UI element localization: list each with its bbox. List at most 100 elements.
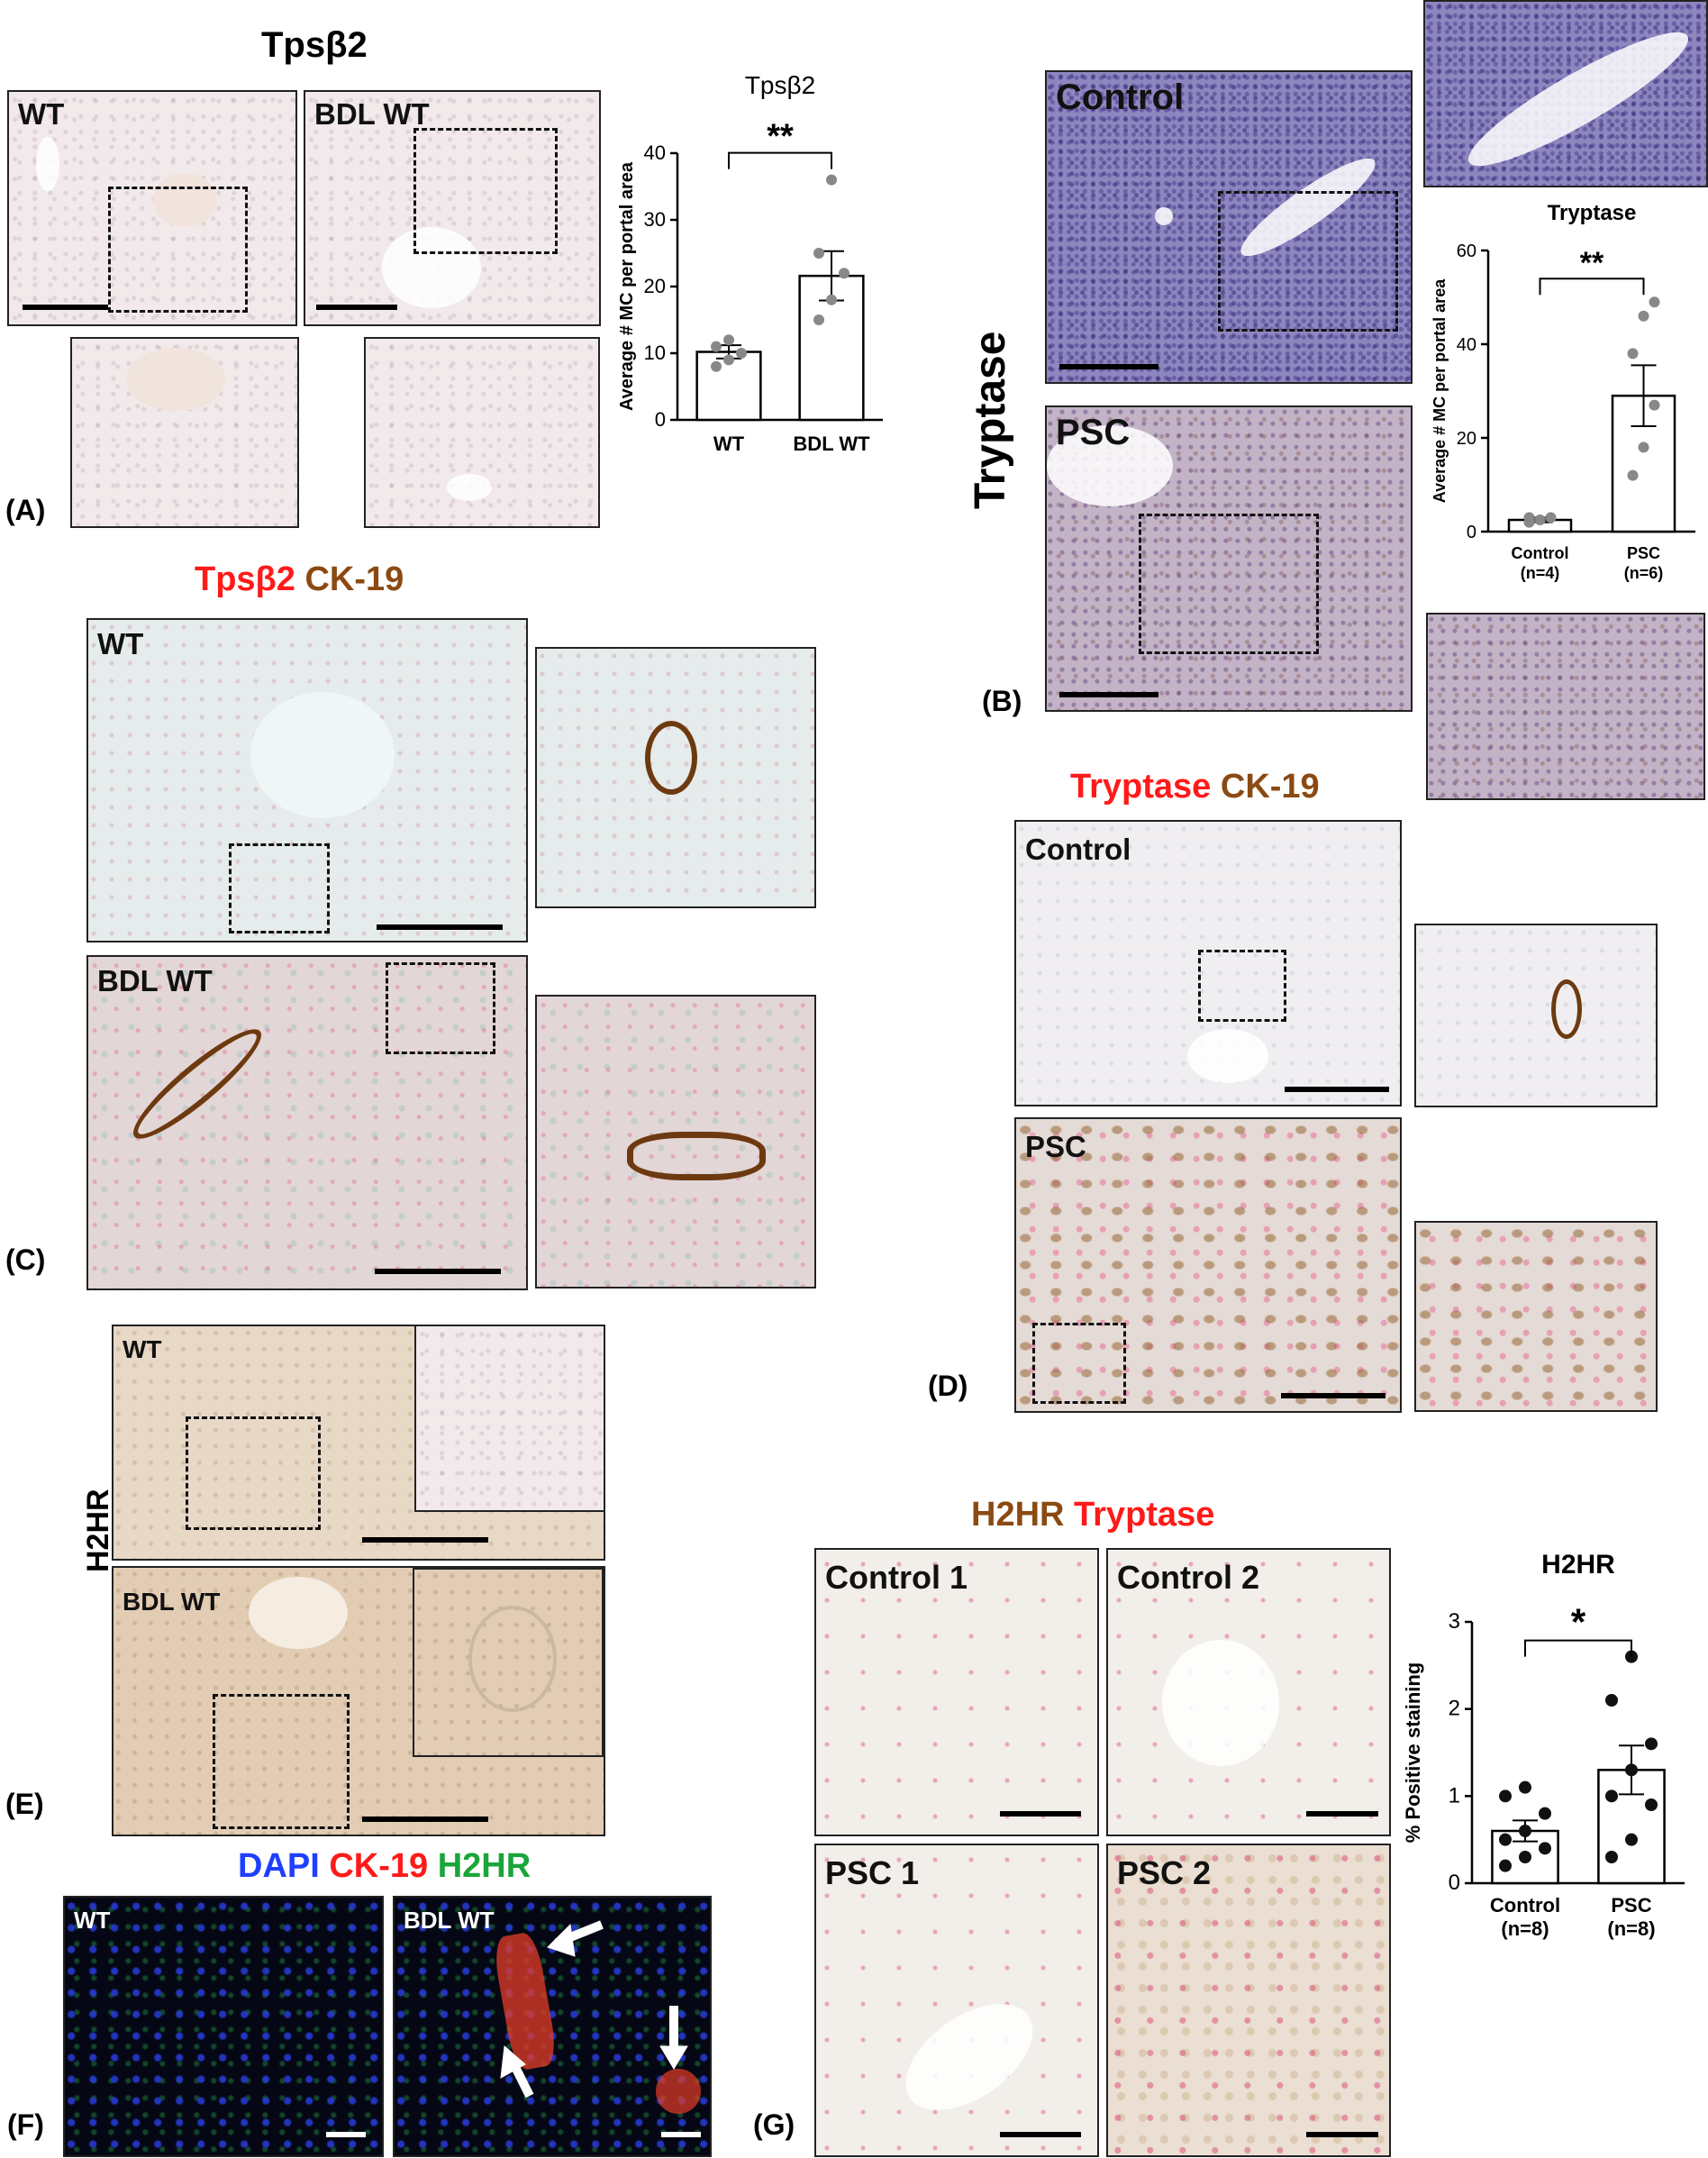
data-point bbox=[1627, 348, 1639, 360]
chart-title: H2HR bbox=[1541, 1550, 1615, 1580]
panel-f-wt-label: WT bbox=[74, 1907, 111, 1934]
panel-f-title-dapi: DAPI bbox=[238, 1847, 320, 1885]
panel-f-bdl-image: BDL WT bbox=[393, 1896, 712, 2157]
panel-e-bdl-inset bbox=[413, 1568, 604, 1757]
x-tick-sublabel: (n=4) bbox=[1521, 564, 1560, 582]
data-point bbox=[1625, 1763, 1638, 1777]
panel-c-title-brown: CK-19 bbox=[304, 560, 404, 598]
data-point bbox=[1649, 296, 1660, 308]
panel-a-label: (A) bbox=[5, 494, 46, 526]
x-tick-sublabel: (n=8) bbox=[1607, 1917, 1655, 1940]
chart-title: Tryptase bbox=[1548, 201, 1637, 225]
panel-e-label: (E) bbox=[5, 1788, 44, 1820]
panel-d-title-red: Tryptase bbox=[1070, 768, 1212, 806]
data-point bbox=[723, 334, 734, 346]
data-point bbox=[1523, 512, 1535, 524]
data-point bbox=[813, 248, 824, 259]
panel-e-bdl-label: BDL WT bbox=[123, 1588, 221, 1616]
significance-bracket bbox=[1539, 278, 1645, 296]
y-tick-label: 0 bbox=[1467, 523, 1476, 542]
panel-d-psc-label: PSC bbox=[1025, 1130, 1086, 1163]
panel-c-bdl-label: BDL WT bbox=[97, 964, 213, 997]
data-point bbox=[1534, 514, 1546, 525]
panel-c-wt-image: WT bbox=[86, 618, 528, 942]
panel-f-title-ck: CK-19 bbox=[329, 1847, 429, 1885]
panel-b-chart: Tryptase 0 20 40 60 Average # MC per portal a… bbox=[1431, 201, 1695, 582]
y-tick-label: 40 bbox=[1457, 335, 1476, 355]
panel-a-wt-image: WT bbox=[7, 90, 297, 326]
panel-f-label: (F) bbox=[7, 2108, 44, 2141]
panel-d-psc-inset bbox=[1414, 1221, 1658, 1412]
panel-e-wt-inset bbox=[414, 1325, 605, 1512]
data-point bbox=[1519, 1825, 1531, 1837]
panel-a-title: Tpsβ2 bbox=[261, 25, 368, 65]
data-point bbox=[1545, 512, 1557, 524]
data-point bbox=[1519, 1851, 1531, 1863]
data-point bbox=[1499, 1859, 1512, 1872]
y-axis-label: Average # MC per portal area bbox=[617, 161, 637, 411]
data-point bbox=[1645, 1737, 1658, 1751]
data-point bbox=[1625, 1833, 1638, 1846]
data-point bbox=[826, 294, 837, 305]
panel-g-control1-label: Control 1 bbox=[825, 1559, 968, 1596]
panel-g-control2-image: Control 2 bbox=[1106, 1548, 1391, 1836]
data-point bbox=[723, 354, 734, 366]
y-tick-label: 0 bbox=[655, 408, 666, 431]
y-tick-label: 10 bbox=[644, 341, 666, 364]
panel-d-label: (D) bbox=[928, 1370, 968, 1402]
data-point bbox=[839, 268, 849, 279]
panel-a-bdl-image: BDL WT bbox=[304, 90, 601, 326]
panel-g-psc2-image: PSC 2 bbox=[1106, 1844, 1391, 2157]
panel-d-control-label: Control bbox=[1025, 833, 1131, 866]
panel-g-psc1-label: PSC 1 bbox=[825, 1854, 920, 1891]
panel-f-title-h2hr: H2HR bbox=[437, 1847, 531, 1885]
data-point bbox=[1627, 469, 1639, 481]
x-tick-label: WT bbox=[713, 433, 745, 455]
panel-f-title: DAPI CK-19 H2HR bbox=[238, 1847, 531, 1886]
data-point bbox=[826, 174, 837, 186]
data-point bbox=[711, 341, 722, 352]
panel-b-psc-image: PSC bbox=[1045, 405, 1413, 712]
panel-c-bdl-inset bbox=[535, 995, 816, 1288]
significance-bracket bbox=[728, 151, 832, 169]
panel-g-title: H2HR Tryptase bbox=[971, 1496, 1214, 1534]
panel-d-title-brown: CK-19 bbox=[1220, 768, 1320, 806]
panel-a-wt-inset bbox=[70, 337, 299, 528]
panel-g-title-brown: H2HR bbox=[971, 1496, 1065, 1534]
panel-a-wt-label: WT bbox=[18, 97, 65, 131]
x-tick-sublabel: (n=6) bbox=[1624, 564, 1664, 582]
panel-d-control-inset bbox=[1414, 924, 1658, 1107]
y-tick-label: 20 bbox=[1457, 429, 1476, 449]
data-point bbox=[1638, 310, 1649, 322]
panel-g-label: (G) bbox=[753, 2108, 795, 2141]
chart-title: Tpsβ2 bbox=[745, 71, 815, 99]
data-point bbox=[1605, 1694, 1618, 1707]
panel-c-label: (C) bbox=[5, 1243, 46, 1276]
panel-g-psc1-image: PSC 1 bbox=[814, 1844, 1099, 2157]
y-tick-label: 20 bbox=[644, 275, 666, 297]
y-tick-label: 60 bbox=[1457, 241, 1476, 261]
panel-d-title: Tryptase CK-19 bbox=[1070, 768, 1320, 806]
panel-c-wt-label: WT bbox=[97, 627, 144, 660]
panel-f-bdl-label: BDL WT bbox=[404, 1907, 495, 1934]
data-point bbox=[736, 348, 747, 359]
panel-c-title-red: Tpsβ2 bbox=[195, 560, 295, 598]
panel-a-chart: Tpsβ2 0 10 20 30 40 Average # MC per portal ar… bbox=[617, 71, 883, 455]
data-point bbox=[1519, 1780, 1531, 1794]
significance-marker: ** bbox=[767, 118, 794, 156]
y-tick-label: 30 bbox=[644, 208, 666, 231]
panel-g-control1-image: Control 1 bbox=[814, 1548, 1099, 1836]
panel-g-control2-label: Control 2 bbox=[1117, 1559, 1259, 1596]
data-point bbox=[1499, 1833, 1512, 1846]
panel-f-wt-image: WT bbox=[63, 1896, 384, 2157]
y-tick-label: 0 bbox=[1449, 1871, 1460, 1895]
panel-a-bdl-inset bbox=[364, 337, 600, 528]
data-point bbox=[711, 360, 722, 372]
panel-g-title-red: Tryptase bbox=[1074, 1496, 1215, 1534]
x-tick-label: PSC bbox=[1627, 544, 1660, 562]
significance-bracket bbox=[1524, 1639, 1632, 1657]
panel-b-side-title: Tryptase bbox=[967, 331, 1014, 509]
panel-d-control-image: Control bbox=[1014, 820, 1402, 1106]
data-point bbox=[1539, 1807, 1551, 1820]
